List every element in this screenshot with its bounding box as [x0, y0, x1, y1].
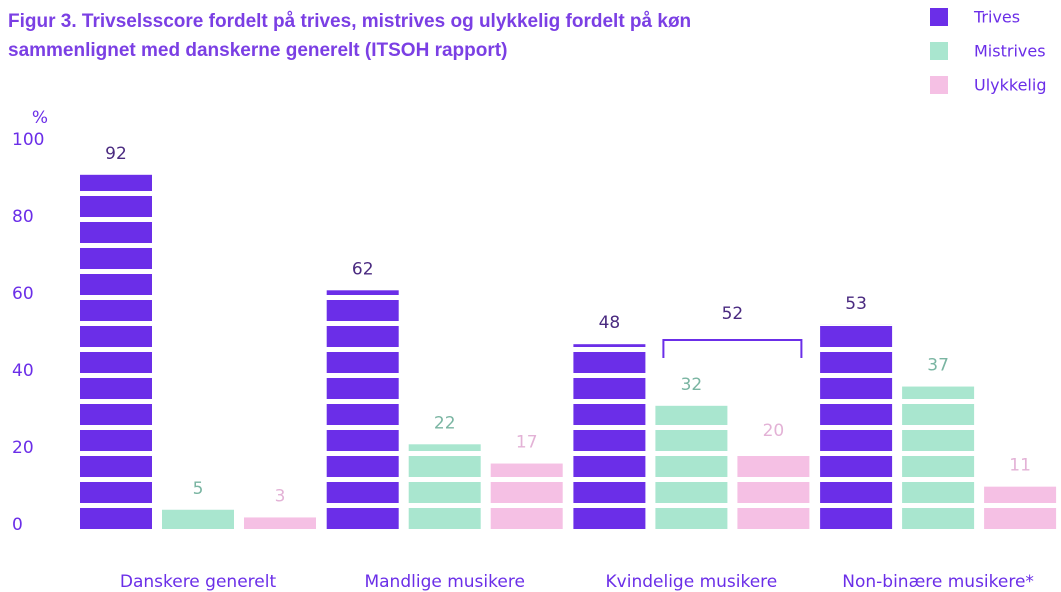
bar-stripe — [326, 347, 400, 352]
bar-stripe — [572, 451, 646, 456]
bar-stripe — [819, 477, 893, 482]
y-tick-label: 60 — [12, 284, 34, 304]
bar-stripe — [79, 451, 153, 456]
bar-stripe — [79, 425, 153, 430]
bar-stripe — [79, 243, 153, 248]
bar-stripe — [79, 477, 153, 482]
value-label: 32 — [681, 375, 703, 395]
bar-stripe — [326, 451, 400, 456]
bar-stripe — [79, 347, 153, 352]
bar — [573, 344, 646, 529]
value-label: 20 — [763, 421, 785, 441]
bar — [655, 405, 728, 529]
bar-stripe — [79, 321, 153, 326]
bar-stripe — [572, 425, 646, 430]
bar-stripe — [736, 477, 810, 482]
bar — [737, 452, 810, 529]
bar-stripe — [490, 477, 564, 482]
bar-stripe — [654, 477, 728, 482]
bar-stripe — [326, 399, 400, 404]
bar — [244, 517, 316, 529]
bar-stripe — [572, 503, 646, 508]
y-tick-label: 80 — [12, 207, 34, 227]
y-tick-label: 0 — [12, 515, 23, 535]
bar — [162, 509, 234, 529]
bar-stripe — [819, 425, 893, 430]
legend-swatch — [930, 42, 948, 60]
bar — [326, 290, 399, 529]
bar-stripe — [326, 477, 400, 482]
bar-stripe — [326, 425, 400, 430]
bar — [490, 463, 563, 529]
bar-stripe — [819, 373, 893, 378]
x-tick-label: Kvindelige musikere — [606, 572, 778, 592]
value-label: 48 — [599, 313, 621, 333]
bar-stripe — [326, 295, 400, 300]
bracket-label: 52 — [722, 304, 744, 324]
value-label: 11 — [1009, 456, 1031, 476]
legend-swatch — [930, 8, 948, 26]
bar-stripe — [79, 191, 153, 196]
bar-stripe — [736, 503, 810, 508]
y-tick-label: 20 — [12, 438, 34, 458]
value-label: 62 — [352, 259, 374, 279]
bar-stripe — [819, 347, 893, 352]
bar-stripe — [572, 373, 646, 378]
bar-stripe — [654, 503, 728, 508]
bar-stripe — [901, 425, 975, 430]
value-label: 3 — [275, 486, 286, 506]
bar-stripe — [654, 425, 728, 430]
bar — [408, 444, 481, 529]
legend-label: Ulykkelig — [974, 76, 1046, 95]
bar-stripe — [79, 373, 153, 378]
bar-stripe — [79, 295, 153, 300]
bar-stripe — [736, 452, 810, 456]
legend-swatch — [930, 76, 948, 94]
y-tick-label: 40 — [12, 361, 34, 381]
bar-stripe — [901, 451, 975, 456]
value-label: 92 — [105, 144, 127, 164]
legend-label: Trives — [973, 8, 1020, 27]
x-tick-label: Danskere generelt — [120, 572, 277, 592]
bar-stripe — [79, 503, 153, 508]
value-label: 37 — [927, 356, 949, 376]
bar-stripe — [326, 321, 400, 326]
bar-stripe — [79, 269, 153, 274]
legend-label: Mistrives — [974, 42, 1046, 61]
bar-stripe — [819, 399, 893, 404]
bar-stripe — [326, 373, 400, 378]
bar-stripe — [79, 217, 153, 222]
x-tick-label: Non-binære musikere* — [842, 572, 1034, 592]
x-tick-label: Mandlige musikere — [364, 572, 524, 592]
y-tick-label: 100 — [12, 130, 44, 150]
bar-stripe — [79, 399, 153, 404]
bar-stripe — [901, 399, 975, 404]
chart-title: sammenlignet med danskerne generelt (ITS… — [8, 40, 507, 61]
y-axis-label: % — [32, 108, 48, 128]
bar-stripe — [983, 503, 1057, 508]
bar-stripe — [819, 503, 893, 508]
bar-stripe — [572, 477, 646, 482]
bar-stripe — [819, 324, 893, 326]
bar-stripe — [572, 399, 646, 404]
bar-stripe — [408, 451, 482, 456]
bar-stripe — [326, 503, 400, 508]
bar-stripe — [901, 477, 975, 482]
bar-stripe — [901, 503, 975, 508]
bar-stripe — [572, 347, 646, 352]
bar-stripe — [490, 503, 564, 508]
chart-title: Figur 3. Trivselsscore fordelt på trives… — [8, 11, 691, 32]
bracket — [662, 339, 803, 358]
bar-stripe — [408, 477, 482, 482]
bar-stripe — [819, 451, 893, 456]
bar-stripe — [408, 503, 482, 508]
value-label: 5 — [193, 479, 204, 499]
value-label: 22 — [434, 413, 456, 433]
value-label: 17 — [516, 433, 538, 453]
value-label: 53 — [845, 294, 867, 314]
bar-stripe — [654, 451, 728, 456]
